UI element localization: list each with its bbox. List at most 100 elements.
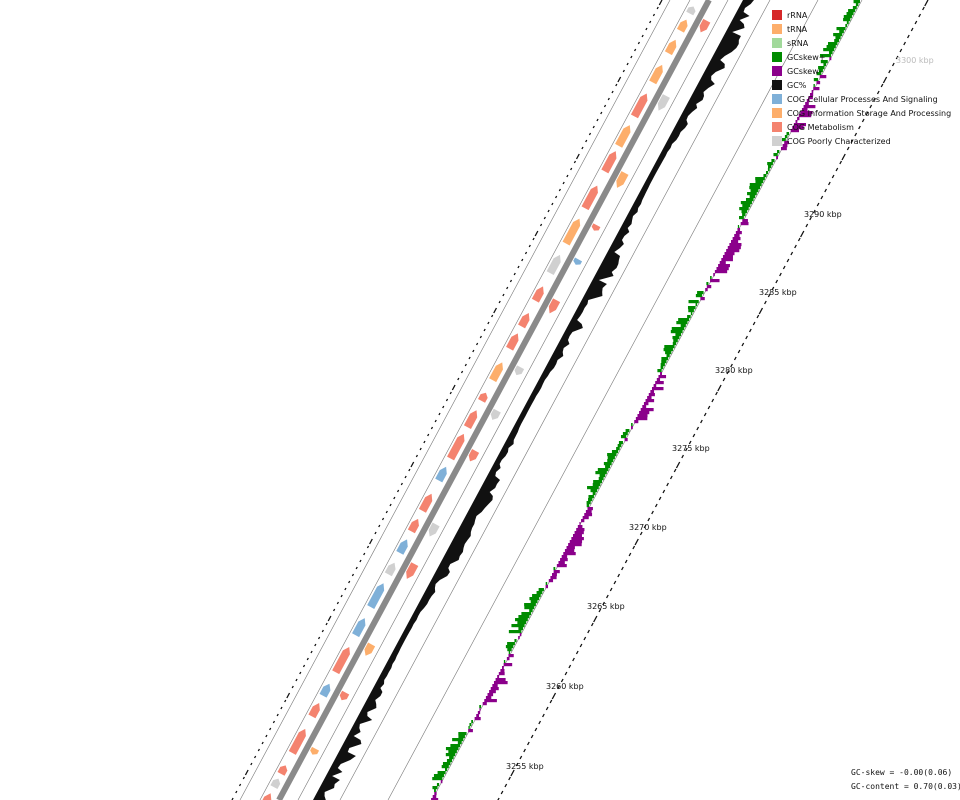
gc-skew-plus-bar (843, 18, 851, 22)
gc-skew-plus-bar (617, 444, 622, 448)
cds-feature-reverse (548, 298, 561, 314)
legend-item: COG Poorly Characterized (772, 134, 951, 148)
minor-tick (549, 699, 553, 704)
cds-feature-forward (447, 433, 465, 461)
cds-feature-forward (531, 286, 544, 303)
minor-tick (560, 678, 564, 683)
minor-tick (317, 636, 321, 640)
minor-tick (460, 370, 464, 374)
minor-tick (722, 377, 726, 382)
major-tick (244, 769, 249, 776)
major-tick (841, 153, 846, 161)
gc-skew-minus-bar (587, 507, 593, 511)
minor-tick (551, 202, 554, 206)
gc-skew-minus-bar (656, 378, 661, 382)
gc-skew-minus-bar (803, 105, 816, 109)
gc-skew-plus-bar (437, 771, 446, 775)
cds-feature-reverse (657, 94, 670, 111)
legend-item: GC% (772, 78, 951, 92)
gc-skew-minus-bar (642, 405, 647, 409)
gc-skew-minus-bar (811, 90, 814, 94)
minor-tick (545, 706, 549, 711)
gc-skew-plus-bar (508, 651, 511, 655)
gc-skew-minus-bar (640, 408, 654, 412)
gc-skew-plus-bar (457, 741, 462, 745)
minor-tick (858, 125, 861, 130)
minor-tick (607, 97, 610, 101)
minor-tick (250, 762, 253, 766)
cds-features (262, 6, 711, 800)
cds-feature-reverse (428, 522, 440, 537)
minor-tick (669, 475, 673, 480)
minor-tick (692, 433, 696, 438)
gc-skew-plus-bar (845, 24, 848, 28)
gc-skew-plus-bar (616, 447, 620, 451)
minor-tick (532, 237, 535, 241)
gc-skew-minus-bar (706, 285, 712, 289)
gc-skew-minus-bar (569, 540, 583, 544)
minor-tick (445, 398, 449, 402)
gc-skew-minus-bar (795, 120, 798, 124)
gc-skew-plus-bar (595, 471, 607, 475)
minor-tick (562, 181, 565, 185)
gc-skew-plus-bar (446, 759, 453, 763)
gc-skew-plus-bar (434, 789, 436, 793)
gc-skew-plus-bar (846, 12, 854, 16)
gc-skew-plus-bar (680, 324, 686, 328)
gc-skew-plus-bar (666, 354, 670, 358)
minor-tick (449, 391, 452, 395)
gc-skew-minus-bar (479, 708, 481, 712)
gc-skew-plus-bar (786, 132, 790, 136)
minor-tick (351, 573, 355, 577)
cds-feature-forward (407, 518, 419, 534)
major-tick (369, 538, 373, 545)
legend: rRNA tRNA sRNA GCskew+ GCskew- GC% COG Cellula… (772, 8, 951, 148)
minor-tick (464, 363, 467, 367)
minor-tick (276, 713, 279, 717)
gc-skew-plus-bar (545, 582, 548, 586)
gc-skew-plus-bar (538, 588, 544, 592)
gc-skew-minus-bar (506, 657, 510, 661)
minor-tick (639, 531, 643, 536)
cds-feature-forward (562, 218, 581, 246)
minor-tick (592, 125, 595, 129)
scale-ticks (231, 0, 929, 800)
gc-skew-minus-bar (780, 147, 787, 151)
minor-tick (526, 741, 530, 746)
minor-tick (696, 426, 700, 431)
minor-tick (570, 167, 573, 171)
minor-tick (615, 83, 618, 87)
legend-swatch (772, 10, 782, 20)
minor-tick (557, 685, 560, 690)
gc-skew-plus-bar (436, 783, 440, 787)
legend-item: GCskew- (772, 64, 951, 78)
minor-tick (775, 279, 779, 284)
gc-skew-minus-bar (432, 795, 437, 799)
minor-tick (643, 524, 647, 529)
minor-tick (666, 482, 669, 487)
gc-skew-minus-bar (776, 156, 779, 160)
cds-feature-forward (518, 312, 530, 329)
gc-skew-plus-bar (673, 339, 678, 343)
gc-skew-plus-bar (529, 609, 533, 613)
gc-skew-minus-bar (800, 111, 813, 115)
minor-tick (479, 335, 482, 339)
gc-skew-minus-bar (727, 246, 741, 250)
gc-skew-plus-bar (471, 720, 473, 724)
minor-tick (626, 62, 629, 66)
gc-skew-plus-bar (432, 777, 443, 781)
legend-item: GCskew+ (772, 50, 951, 64)
cds-feature-forward (664, 39, 677, 56)
minor-tick (812, 209, 816, 214)
cds-feature-forward (601, 151, 617, 174)
gc-skew-minus-bar (582, 516, 589, 520)
minor-tick (797, 237, 801, 242)
minor-tick (888, 69, 891, 74)
gc-skew-minus-bar (729, 243, 742, 247)
scale-label-3260: 3260 kbp (546, 682, 584, 691)
gc-skew-minus-bar (805, 102, 809, 106)
minor-tick (389, 503, 392, 507)
minor-tick (846, 146, 850, 151)
gc-skew-plus-bar (445, 753, 456, 757)
minor-tick (873, 97, 876, 102)
